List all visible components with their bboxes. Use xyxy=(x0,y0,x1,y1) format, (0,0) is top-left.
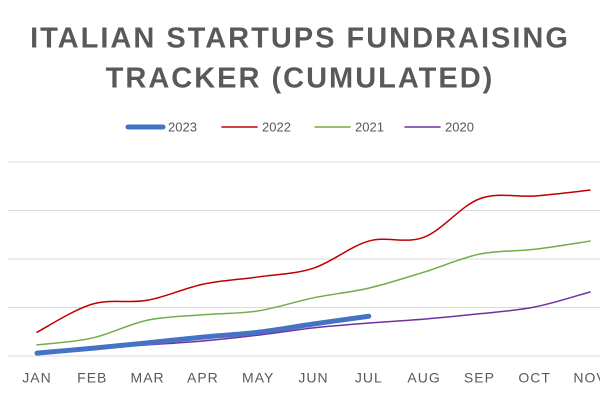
legend-label: 2020 xyxy=(445,119,474,134)
x-tick-label: JUL xyxy=(355,370,383,386)
chart-title: ITALIAN STARTUPS FUNDRAISING xyxy=(30,23,570,55)
legend-label: 2022 xyxy=(262,119,291,134)
x-tick-label: JUN xyxy=(298,370,328,386)
x-tick-label: NOV xyxy=(573,370,600,386)
series-line xyxy=(36,189,591,333)
x-tick-label: MAY xyxy=(242,370,274,386)
legend-label: 2023 xyxy=(168,119,197,134)
series-line xyxy=(36,240,591,346)
x-tick-label: APR xyxy=(187,370,219,386)
x-tick-label: FEB xyxy=(77,370,107,386)
legend-label: 2021 xyxy=(355,119,384,134)
x-tick-label: AUG xyxy=(407,370,440,386)
x-tick-label: OCT xyxy=(518,370,551,386)
chart-title: TRACKER (CUMULATED) xyxy=(106,63,495,95)
series-line xyxy=(34,313,372,356)
x-tick-label: MAR xyxy=(131,370,165,386)
x-tick-label: JAN xyxy=(22,370,51,386)
x-tick-label: SEP xyxy=(464,370,495,386)
